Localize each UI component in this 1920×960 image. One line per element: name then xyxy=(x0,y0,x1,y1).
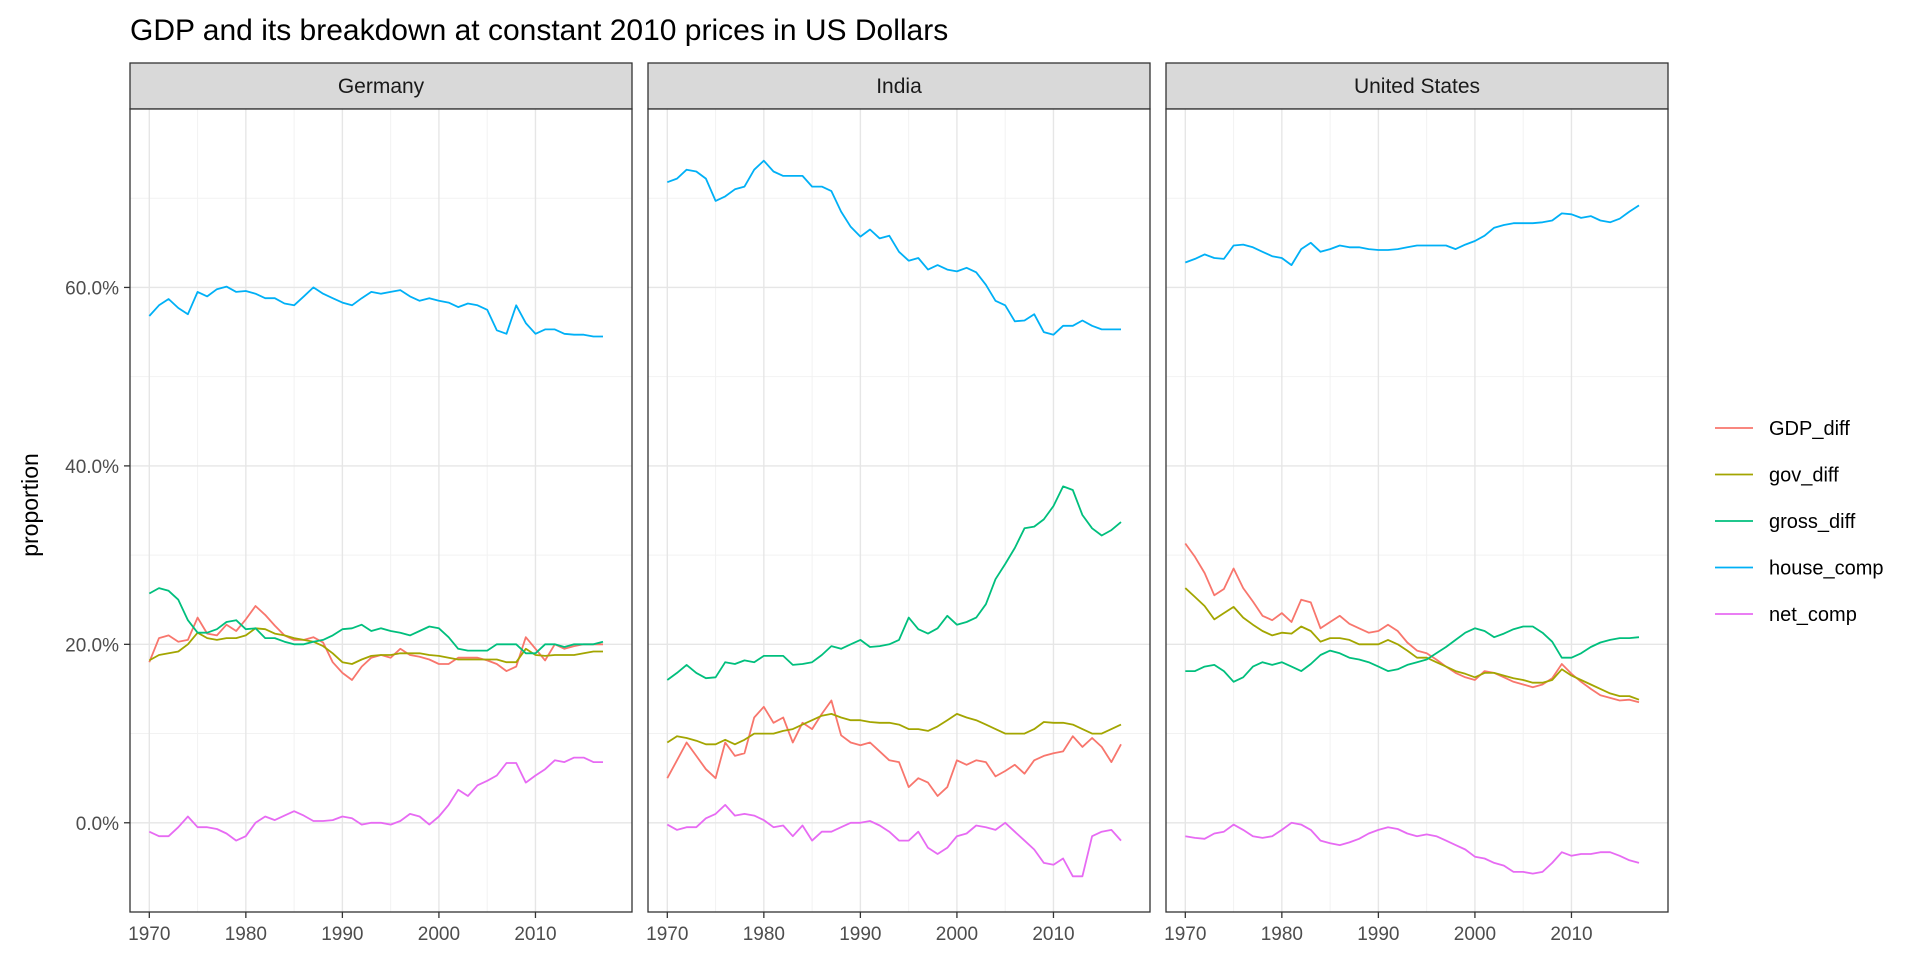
x-tick-label: 2010 xyxy=(1550,924,1592,945)
legend-label: house_comp xyxy=(1769,558,1884,580)
legend-item-house-comp: house_comp xyxy=(1715,558,1884,580)
legend-label: net_comp xyxy=(1769,604,1857,626)
series-line-house-comp xyxy=(148,285,603,338)
facet-strip xyxy=(129,62,633,110)
x-axis: 1970 1980 1990 2000 2010 xyxy=(128,912,557,945)
panel-border xyxy=(647,108,1151,913)
series-line-net-comp xyxy=(148,756,603,842)
x-axis: 1970 1980 1990 2000 2010 xyxy=(1164,912,1593,945)
panel-background xyxy=(648,109,1150,912)
series-line-gdp-diff xyxy=(1184,542,1640,704)
facet-panels: Germany 1970 1980 1990 2000 2010 India 1970 1980… xyxy=(128,62,1669,945)
series-line-gdp-diff xyxy=(666,699,1122,797)
legend: GDP_diff gov_diff gross_diff house_comp net_… xyxy=(1715,418,1884,626)
x-tick-label: 2010 xyxy=(1032,924,1074,945)
facet-strip-label: United States xyxy=(1354,75,1480,98)
x-tick-label: 1990 xyxy=(321,924,363,945)
x-tick-label: 1990 xyxy=(1357,924,1399,945)
x-tick-label: 2000 xyxy=(1454,924,1496,945)
series-line-gross-diff xyxy=(148,587,604,655)
y-tick-label: 40.0% xyxy=(65,457,119,478)
panel-border xyxy=(1165,108,1669,913)
legend-item-gdp-diff: GDP_diff xyxy=(1715,418,1850,440)
y-tick-label: 60.0% xyxy=(65,278,119,299)
legend-item-net-comp: net_comp xyxy=(1715,604,1857,626)
x-tick-label: 1970 xyxy=(1164,924,1206,945)
facet-strip-label: Germany xyxy=(338,75,425,98)
series-line-gross-diff xyxy=(666,485,1122,681)
facet-strip-label: India xyxy=(876,75,922,98)
y-axis: 0.0% 20.0% 40.0% 60.0% xyxy=(65,278,130,835)
x-tick-label: 2010 xyxy=(514,924,556,945)
x-tick-label: 2000 xyxy=(936,924,978,945)
series-line-gross-diff xyxy=(1185,625,1640,683)
chart-title: GDP and its breakdown at constant 2010 p… xyxy=(130,14,948,47)
facet-strip xyxy=(647,62,1151,110)
panel-germany: Germany 1970 1980 1990 2000 2010 xyxy=(128,62,633,945)
series-line-gov-diff xyxy=(148,627,603,665)
panel-background xyxy=(1166,109,1668,912)
x-tick-label: 2000 xyxy=(418,924,460,945)
panel-border xyxy=(129,108,633,913)
panel-united-states: United States 1970 1980 1990 2000 2010 xyxy=(1164,62,1669,945)
legend-item-gov-diff: gov_diff xyxy=(1715,465,1839,487)
legend-label: gross_diff xyxy=(1769,511,1856,533)
facet-strip xyxy=(1165,62,1669,110)
legend-item-gross-diff: gross_diff xyxy=(1715,511,1856,533)
legend-label: GDP_diff xyxy=(1769,418,1850,440)
panel-background xyxy=(130,109,632,912)
series-line-house-comp xyxy=(1184,204,1640,267)
y-tick-label: 20.0% xyxy=(65,635,119,656)
x-axis: 1970 1980 1990 2000 2010 xyxy=(646,912,1075,945)
x-tick-label: 1980 xyxy=(743,924,785,945)
series-line-house-comp xyxy=(666,159,1121,336)
panel-india: India 1970 1980 1990 2000 2010 xyxy=(646,62,1151,945)
series-line-net-comp xyxy=(666,804,1122,878)
x-tick-label: 1990 xyxy=(839,924,881,945)
legend-label: gov_diff xyxy=(1769,465,1839,487)
y-axis-title: proportion xyxy=(17,453,43,557)
series-line-gov-diff xyxy=(666,713,1122,746)
gridlines xyxy=(1166,109,1668,913)
x-tick-label: 1980 xyxy=(1261,924,1303,945)
x-tick-label: 1970 xyxy=(646,924,688,945)
x-tick-label: 1970 xyxy=(128,924,170,945)
x-tick-label: 1980 xyxy=(225,924,267,945)
y-tick-label: 0.0% xyxy=(76,814,119,835)
series-line-gov-diff xyxy=(1184,587,1640,701)
series-line-net-comp xyxy=(1185,821,1640,875)
